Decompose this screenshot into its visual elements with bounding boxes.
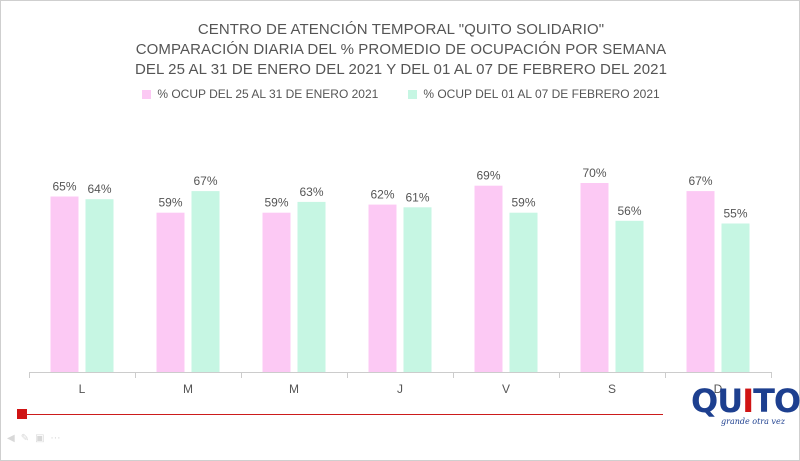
pen-icon[interactable]: ✎ (20, 433, 30, 444)
options-icon[interactable]: ⋯ (50, 433, 61, 444)
slideshow-nav: ◀ ✎ ▣ ⋯ (7, 433, 61, 444)
legend-item-enero: % OCUP DEL 25 AL 31 DE ENERO 2021 (142, 87, 378, 101)
bar-febrero (403, 207, 432, 372)
data-label: 62% (370, 188, 394, 202)
slide-progress-line (23, 414, 663, 415)
chart-title-line-2: COMPARACIÓN DIARIA DEL % PROMEDIO DE OCU… (135, 41, 667, 58)
legend-label-enero: % OCUP DEL 25 AL 31 DE ENERO 2021 (157, 87, 379, 101)
bar-febrero (509, 212, 538, 372)
data-label: 65% (52, 180, 76, 194)
data-label: 67% (688, 174, 712, 188)
data-label: 59% (158, 196, 182, 210)
data-label: 55% (723, 207, 747, 221)
bar-enero (50, 196, 79, 372)
x-tick-label: D (714, 382, 723, 396)
bar-chart: 65% 64% L 59% 67% M 59% 63% M 62% 61% J 69% 59% V 70% 56… (29, 166, 772, 396)
bar-enero (580, 183, 609, 372)
logo-letter: U (717, 382, 743, 420)
data-label: 69% (476, 169, 500, 183)
bar-febrero (191, 191, 220, 372)
slides-icon[interactable]: ▣ (35, 433, 45, 444)
bar-enero (156, 212, 185, 372)
chart-title-line-3: DEL 25 AL 31 DE ENERO DEL 2021 Y DEL 01 … (134, 61, 668, 78)
legend-label-febrero: % OCUP DEL 01 AL 07 DE FEBRERO 2021 (423, 87, 660, 101)
data-label: 67% (193, 174, 217, 188)
logo-letter: T (753, 382, 775, 420)
bar-enero (368, 204, 397, 372)
legend-swatch-febrero (408, 89, 418, 99)
chart-legend: % OCUP DEL 25 AL 31 DE ENERO 2021 % OCUP… (1, 87, 800, 101)
logo-letter: O (773, 382, 800, 420)
data-label: 59% (511, 196, 535, 210)
bar-enero (686, 191, 715, 372)
legend-swatch-enero (142, 89, 152, 99)
x-tick-label: M (289, 382, 299, 396)
data-label: 61% (405, 190, 429, 204)
data-label: 59% (264, 196, 288, 210)
data-label: 63% (299, 185, 323, 199)
quito-logo-tagline: grande otra vez (721, 417, 785, 426)
bar-febrero (297, 201, 326, 372)
bar-febrero (615, 220, 644, 372)
quito-logo-wordmark: QUITO (691, 383, 800, 419)
x-tick-label: M (183, 382, 193, 396)
bar-enero (262, 212, 291, 372)
logo-letter: Q (691, 382, 718, 420)
bar-febrero (721, 223, 750, 372)
bar-febrero (85, 199, 114, 372)
logo-letter: I (742, 382, 754, 420)
data-label: 64% (87, 182, 111, 196)
bar-enero (474, 185, 503, 372)
x-tick-label: V (502, 382, 510, 396)
quito-logo: QUITO grande otra vez (691, 383, 800, 433)
chart-title-line-1: CENTRO DE ATENCIÓN TEMPORAL "QUITO SOLID… (197, 21, 605, 38)
legend-item-febrero: % OCUP DEL 01 AL 07 DE FEBRERO 2021 (408, 87, 660, 101)
x-tick-label: J (397, 382, 403, 396)
x-tick-label: S (608, 382, 616, 396)
arrow-left-icon[interactable]: ◀ (7, 433, 15, 444)
x-tick-label: L (79, 382, 86, 396)
slide-progress-marker (17, 409, 27, 419)
data-label: 56% (617, 204, 641, 218)
data-label: 70% (582, 166, 606, 180)
